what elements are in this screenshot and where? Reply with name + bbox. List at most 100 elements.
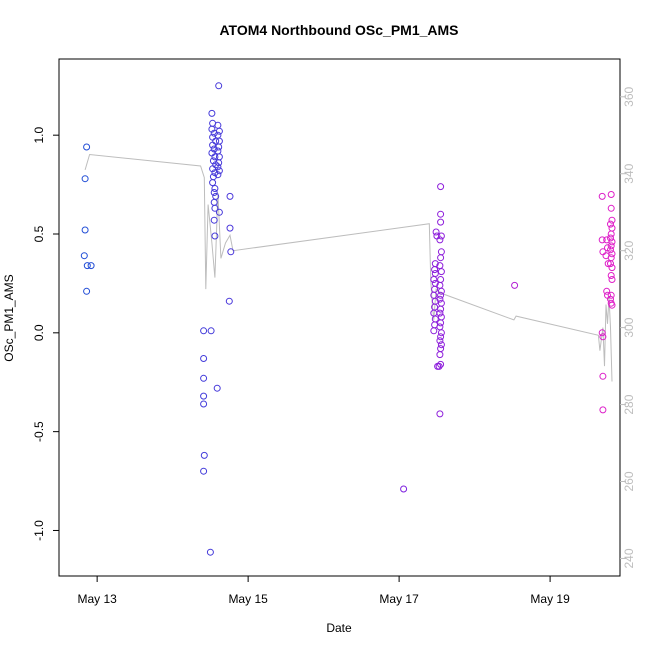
scatter-point [437, 329, 445, 337]
scatter-point [437, 276, 445, 283]
x-axis: May 13 May 15 May 17 May 19 [77, 576, 570, 606]
y-axis: -1.0 -0.5 0.0 0.5 1.0 [32, 127, 59, 541]
scatter-point [215, 143, 223, 151]
scatter-point [607, 254, 615, 262]
scatter-point [226, 192, 234, 200]
scatter-point [211, 153, 219, 161]
scatter-point [213, 384, 221, 392]
scatter-point [214, 171, 222, 179]
scatter-point [436, 410, 444, 418]
scatter-point [436, 309, 444, 317]
scatter-point [607, 230, 615, 238]
scatter-point [437, 268, 445, 276]
scatter-point [87, 262, 95, 270]
scatter-point [83, 143, 91, 151]
scatter-point [215, 82, 223, 90]
scatter-point [211, 232, 219, 240]
x-tick-label: May 17 [379, 592, 419, 606]
scatter-point [215, 159, 223, 167]
scatter-point [83, 287, 91, 295]
y-tick-label: -1.0 [32, 520, 46, 541]
scatter-point [437, 313, 445, 321]
scatter-point [437, 345, 445, 353]
scatter-point [607, 191, 615, 198]
scatter-point [608, 216, 616, 224]
scatter-point [81, 175, 89, 183]
scatter-point [598, 192, 606, 200]
scatter-point [608, 250, 616, 258]
scatter-point [430, 327, 438, 335]
scatter-point [200, 400, 208, 408]
scatter-point [210, 198, 218, 206]
scatter-point [607, 291, 615, 299]
scatter-point [607, 220, 614, 228]
scatter-point [207, 327, 215, 335]
scatter-point [431, 315, 439, 323]
scatter-point [608, 224, 616, 232]
scatter-point [200, 451, 208, 459]
points-layer [80, 82, 616, 556]
scatter-point [225, 297, 233, 305]
y-tick-label: 0.0 [32, 324, 46, 341]
scatter-point [200, 467, 208, 475]
scatter-point [83, 262, 91, 270]
right-tick-label: 280 [622, 394, 636, 414]
scatter-point [215, 208, 223, 216]
scatter-point [437, 287, 445, 295]
line-layer [84, 153, 613, 382]
scatter-point [211, 185, 219, 192]
scatter-point [607, 260, 614, 268]
scatter-point [206, 548, 214, 556]
plot-frame [58, 58, 621, 577]
right-tick-label: 340 [622, 163, 636, 183]
right-tick-label: 360 [622, 86, 636, 106]
scatter-point [598, 236, 606, 244]
scatter-point [208, 109, 216, 117]
scatter-point [608, 264, 616, 272]
right-tick-label: 320 [622, 240, 636, 260]
scatter-point [437, 254, 445, 262]
scatter-point [436, 295, 444, 303]
scatter-point [599, 333, 607, 341]
x-tick-label: May 15 [228, 592, 268, 606]
scatter-point [214, 121, 222, 129]
scatter-point [200, 392, 208, 400]
scatter-point [210, 145, 218, 153]
scatter-point [607, 234, 614, 242]
scatter-point [599, 372, 607, 380]
scatter-point [200, 374, 208, 382]
scatter-point [607, 242, 615, 250]
scatter-point [437, 305, 445, 313]
scatter-point [210, 189, 218, 196]
scatter-point [431, 270, 439, 277]
scatter-point [226, 224, 234, 232]
chart-title: ATOM4 Northbound OSc_PM1_AMS [219, 22, 458, 38]
scatter-point [437, 232, 445, 240]
scatter-point [608, 276, 616, 283]
scatter-point [200, 327, 208, 335]
scatter-point [437, 299, 445, 307]
y-tick-label: -0.5 [32, 421, 46, 442]
scatter-point [436, 236, 444, 244]
scatter-point [511, 281, 519, 289]
y-axis-label: OSc_PM1_AMS [2, 274, 16, 361]
scatter-point [432, 228, 440, 236]
scatter-point [607, 272, 615, 279]
scatter-point [215, 127, 223, 135]
scatter-point [430, 276, 438, 283]
scatter-point [434, 362, 442, 370]
scatter-point [598, 329, 606, 337]
scatter-point [400, 485, 408, 493]
scatter-point [599, 406, 607, 414]
scatter-point [437, 341, 445, 349]
scatter-point [214, 163, 222, 171]
scatter-point [437, 183, 445, 191]
scatter-point [437, 210, 445, 218]
scatter-point [209, 141, 217, 149]
scatter-point [215, 153, 223, 161]
y-tick-label: 0.5 [32, 225, 46, 242]
scatter-point [437, 291, 445, 299]
scatter-point [215, 137, 223, 145]
right-axis: 240 260 280 300 320 340 360 [620, 86, 636, 569]
